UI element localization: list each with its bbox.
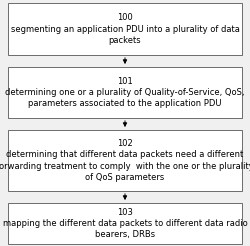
Text: 100
segmenting an application PDU into a plurality of data
packets: 100 segmenting an application PDU into a… — [10, 13, 239, 45]
Text: 101
determining one or a plurality of Quality-of-Service, QoS,
parameters associ: 101 determining one or a plurality of Qu… — [5, 77, 245, 108]
Bar — [8, 67, 242, 118]
Bar — [8, 3, 242, 55]
Bar — [8, 203, 242, 244]
Text: 102
determining that different data packets need a different
forwarding treatmen: 102 determining that different data pack… — [0, 139, 250, 182]
Text: 103
mapping the different data packets to different data radio
bearers, DRBs: 103 mapping the different data packets t… — [2, 208, 248, 239]
Bar — [8, 130, 242, 191]
